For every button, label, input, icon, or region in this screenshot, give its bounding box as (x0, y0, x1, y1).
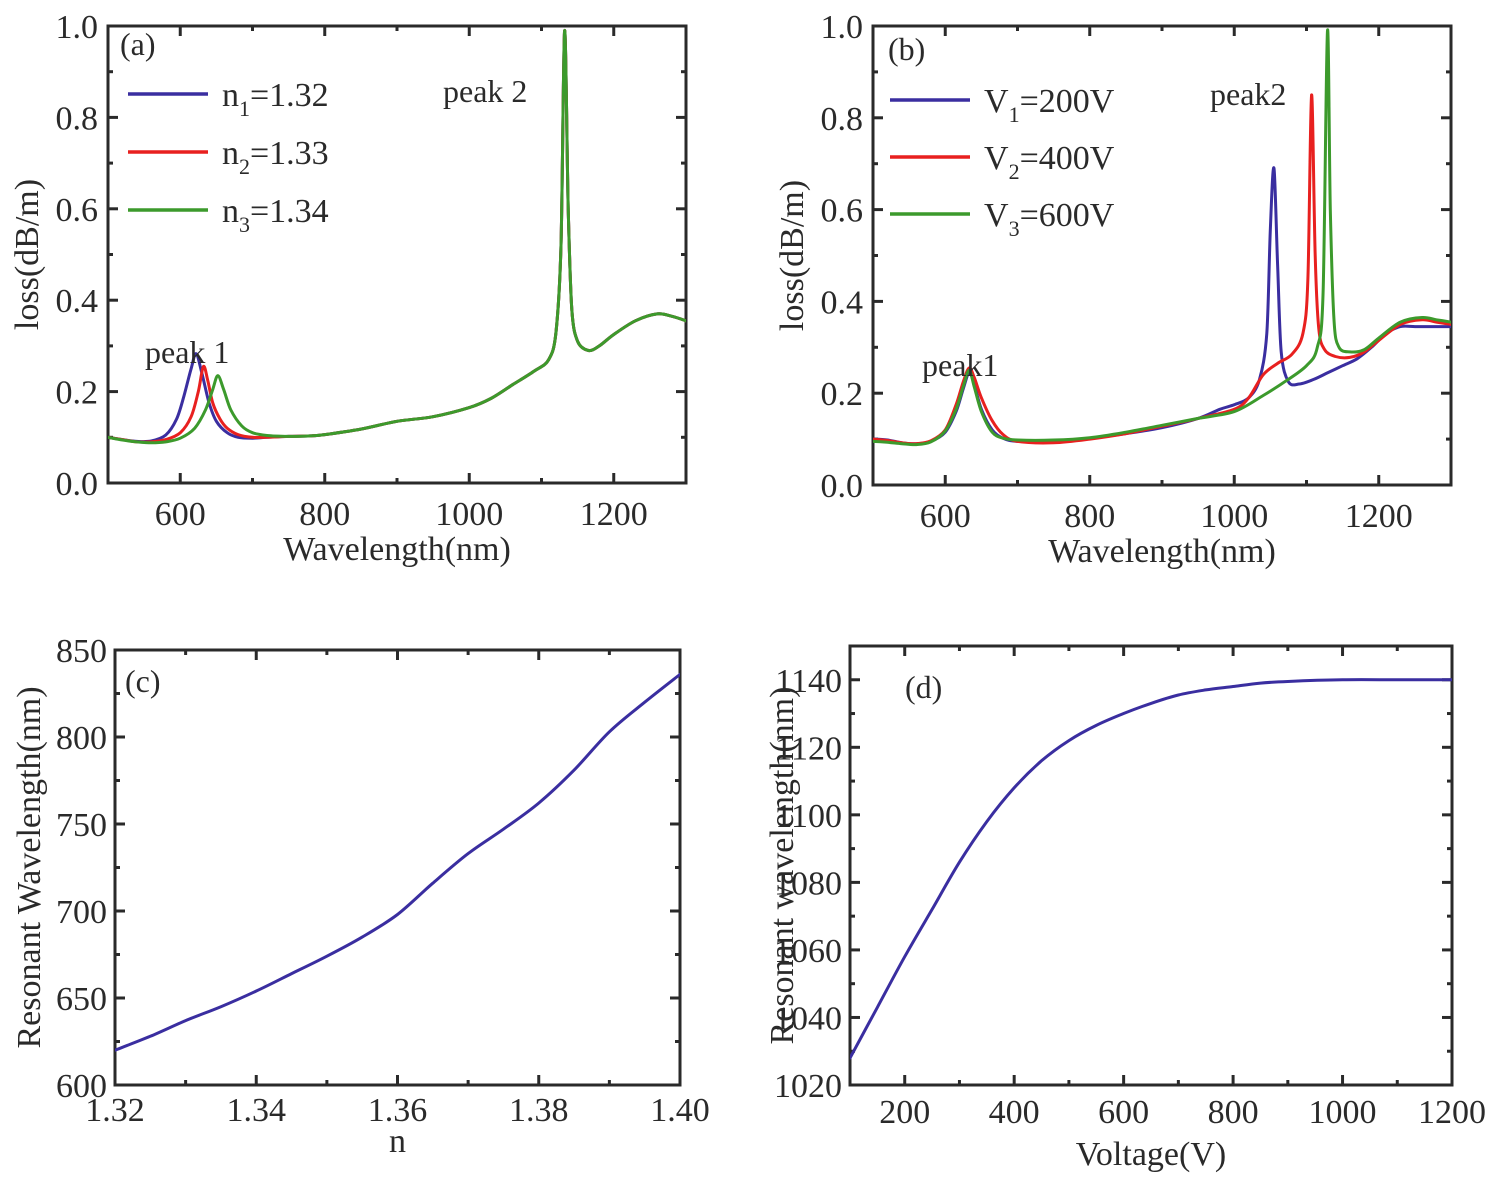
legend-entry-2: n2=1.33 (128, 135, 329, 179)
x-tick-label: 800 (1208, 1094, 1259, 1131)
legend-label: n1=1.32 (222, 77, 329, 121)
annotation-peak-1: peak 1 (145, 334, 229, 370)
y-tick-label: 850 (56, 633, 107, 670)
y-tick-label: 600 (56, 1068, 107, 1105)
plot-frame (871, 24, 1453, 487)
legend-entry-1: V1=200V (890, 83, 1115, 127)
y-tick-label: 0.2 (821, 376, 864, 413)
x-tick-label: 1.38 (509, 1092, 569, 1129)
legend-entry-3: V3=600V (890, 197, 1115, 241)
panel-a: 600 800 1000 1200 0.0 0.2 0.4 0.6 0.8 1.0 Waveleng… (9, 9, 688, 568)
y-tick-label: 650 (56, 981, 107, 1018)
x-tick-label: 1200 (580, 496, 648, 533)
legend-label: n3=1.34 (222, 193, 329, 237)
annotation-peak1: peak1 (922, 347, 998, 383)
legend-entry-2: V2=400V (890, 140, 1115, 184)
legend-entry-1: n1=1.32 (128, 77, 329, 121)
x-tick-label: 1200 (1418, 1094, 1486, 1131)
x-axis-title: Wavelength(nm) (1048, 533, 1276, 570)
y-tick-label: 1080 (774, 865, 842, 902)
y-axis-title: loss(dB/m) (774, 180, 811, 331)
y-tick-label: 1.0 (56, 9, 99, 46)
y-tick-label: 750 (56, 807, 107, 844)
series-line-1 (108, 29, 686, 444)
panel-label: (d) (905, 669, 942, 705)
y-tick-label: 0.0 (56, 466, 99, 503)
legend-label: V1=200V (984, 83, 1115, 127)
y-tick-label: 1.0 (821, 9, 864, 46)
x-tick-label: 1200 (1345, 498, 1413, 535)
plot-frame (113, 648, 682, 1087)
series-line-1 (850, 678, 1452, 1060)
legend-label: n2=1.33 (222, 135, 329, 179)
plot-frame (848, 644, 1454, 1087)
x-tick-label: 200 (879, 1094, 930, 1131)
y-tick-label: 0.4 (821, 284, 864, 321)
annotation-peak-2: peak 2 (443, 73, 527, 109)
x-tick-label: 1000 (1309, 1094, 1377, 1131)
y-tick-label: 1100 (775, 798, 842, 835)
x-tick-label: 800 (1064, 498, 1115, 535)
y-axis-title: Resonant wavelength(nm) (764, 687, 801, 1045)
x-tick-label: 1.36 (368, 1092, 428, 1129)
series-line-2 (873, 93, 1451, 446)
x-tick-label: 1000 (435, 496, 503, 533)
y-tick-label: 0.8 (821, 101, 864, 138)
y-tick-label: 1060 (774, 933, 842, 970)
y-tick-label: 0.2 (56, 375, 99, 412)
panel-c: 1.32 1.34 1.36 1.38 1.40 600 650 700 750 800 850 n R… (11, 633, 710, 1160)
y-tick-label: 800 (56, 720, 107, 757)
x-tick-label: 600 (155, 496, 206, 533)
x-axis-title: Voltage(V) (1076, 1136, 1226, 1173)
annotation-peak2: peak2 (1210, 76, 1286, 112)
x-axis-title: n (389, 1123, 406, 1160)
x-tick-label: 1000 (1200, 498, 1268, 535)
panel-label: (b) (888, 31, 925, 67)
series-line-2 (108, 29, 686, 444)
y-tick-label: 0.4 (56, 283, 99, 320)
series-line-3 (873, 28, 1451, 447)
y-tick-label: 700 (56, 894, 107, 931)
legend-label: V2=400V (984, 140, 1115, 184)
y-tick-label: 1120 (775, 730, 842, 767)
y-tick-label: 0.0 (821, 468, 864, 505)
x-tick-label: 800 (299, 496, 350, 533)
x-tick-label: 600 (920, 498, 971, 535)
x-tick-label: 600 (1098, 1094, 1149, 1131)
y-axis-title: loss(dB/m) (9, 179, 46, 330)
panel-label: (c) (125, 663, 161, 699)
x-tick-label: 1.32 (85, 1092, 145, 1129)
y-axis-title: Resonant Wavelength(nm) (11, 686, 48, 1048)
x-tick-label: 400 (989, 1094, 1040, 1131)
x-tick-label: 1.34 (227, 1092, 287, 1129)
y-tick-label: 1020 (774, 1068, 842, 1105)
x-tick-label: 1.40 (650, 1092, 710, 1129)
legend-label: V3=600V (984, 197, 1115, 241)
series-line-1 (115, 672, 680, 1052)
legend-entry-3: n3=1.34 (128, 193, 329, 237)
series-line-3 (108, 29, 686, 445)
panel-b: 600 800 1000 1200 0.0 0.2 0.4 0.6 0.8 1.0 Waveleng… (774, 9, 1453, 570)
panel-label: (a) (120, 26, 156, 62)
y-tick-label: 1040 (774, 1000, 842, 1037)
y-tick-label: 0.6 (821, 193, 864, 230)
y-tick-label: 1140 (775, 663, 842, 700)
panel-d: 200 400 600 800 1000 1200 1020 1040 1060 1080 1100… (764, 644, 1486, 1173)
x-axis-title: Wavelength(nm) (283, 531, 511, 568)
y-tick-label: 0.6 (56, 192, 99, 229)
y-tick-label: 0.8 (56, 100, 99, 137)
